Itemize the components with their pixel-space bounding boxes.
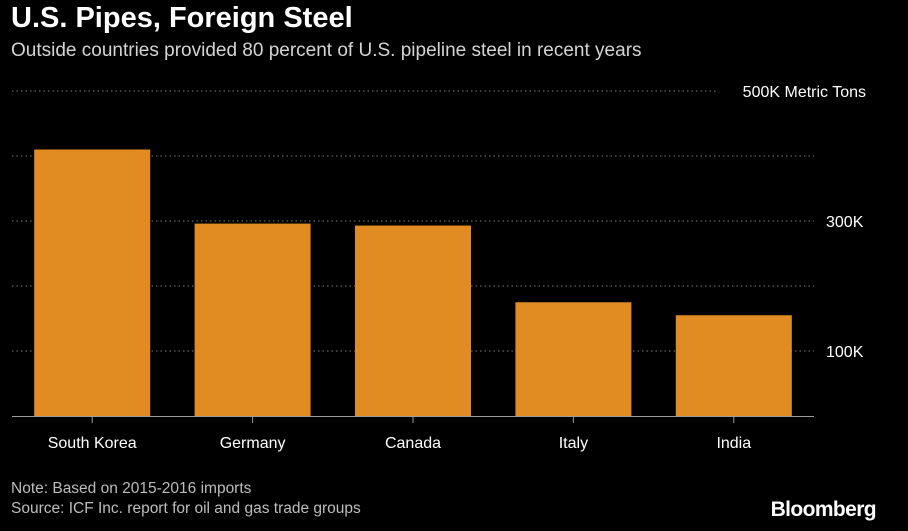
chart-subtitle: Outside countries provided 80 percent of… <box>11 40 642 61</box>
bar-india <box>675 315 792 416</box>
source-line: Source: ICF Inc. report for oil and gas … <box>11 500 361 517</box>
bars <box>34 149 792 416</box>
y-tick-label: 500K Metric Tons <box>743 84 866 101</box>
x-tick-labels: South Korea Germany Canada Italy India <box>48 435 752 452</box>
x-tick-label: Germany <box>220 435 286 452</box>
x-tick-label: Italy <box>559 435 588 452</box>
bloomberg-logo: Bloomberg <box>770 498 877 521</box>
y-tick-label: 100K <box>826 344 864 361</box>
footnote: Note: Based on 2015-2016 imports <box>11 480 252 497</box>
baseline <box>12 416 814 423</box>
bar-south-korea <box>34 149 151 416</box>
bar-italy <box>515 302 632 416</box>
x-tick-label: South Korea <box>48 435 137 452</box>
y-tick-label: 300K <box>826 214 864 231</box>
x-tick-label: India <box>716 435 751 452</box>
bar-germany <box>194 223 311 416</box>
chart-title: U.S. Pipes, Foreign Steel <box>11 2 353 34</box>
bar-canada <box>355 225 471 416</box>
x-tick-label: Canada <box>385 435 441 452</box>
y-tick-labels: 100K 300K 500K Metric Tons <box>743 84 866 361</box>
